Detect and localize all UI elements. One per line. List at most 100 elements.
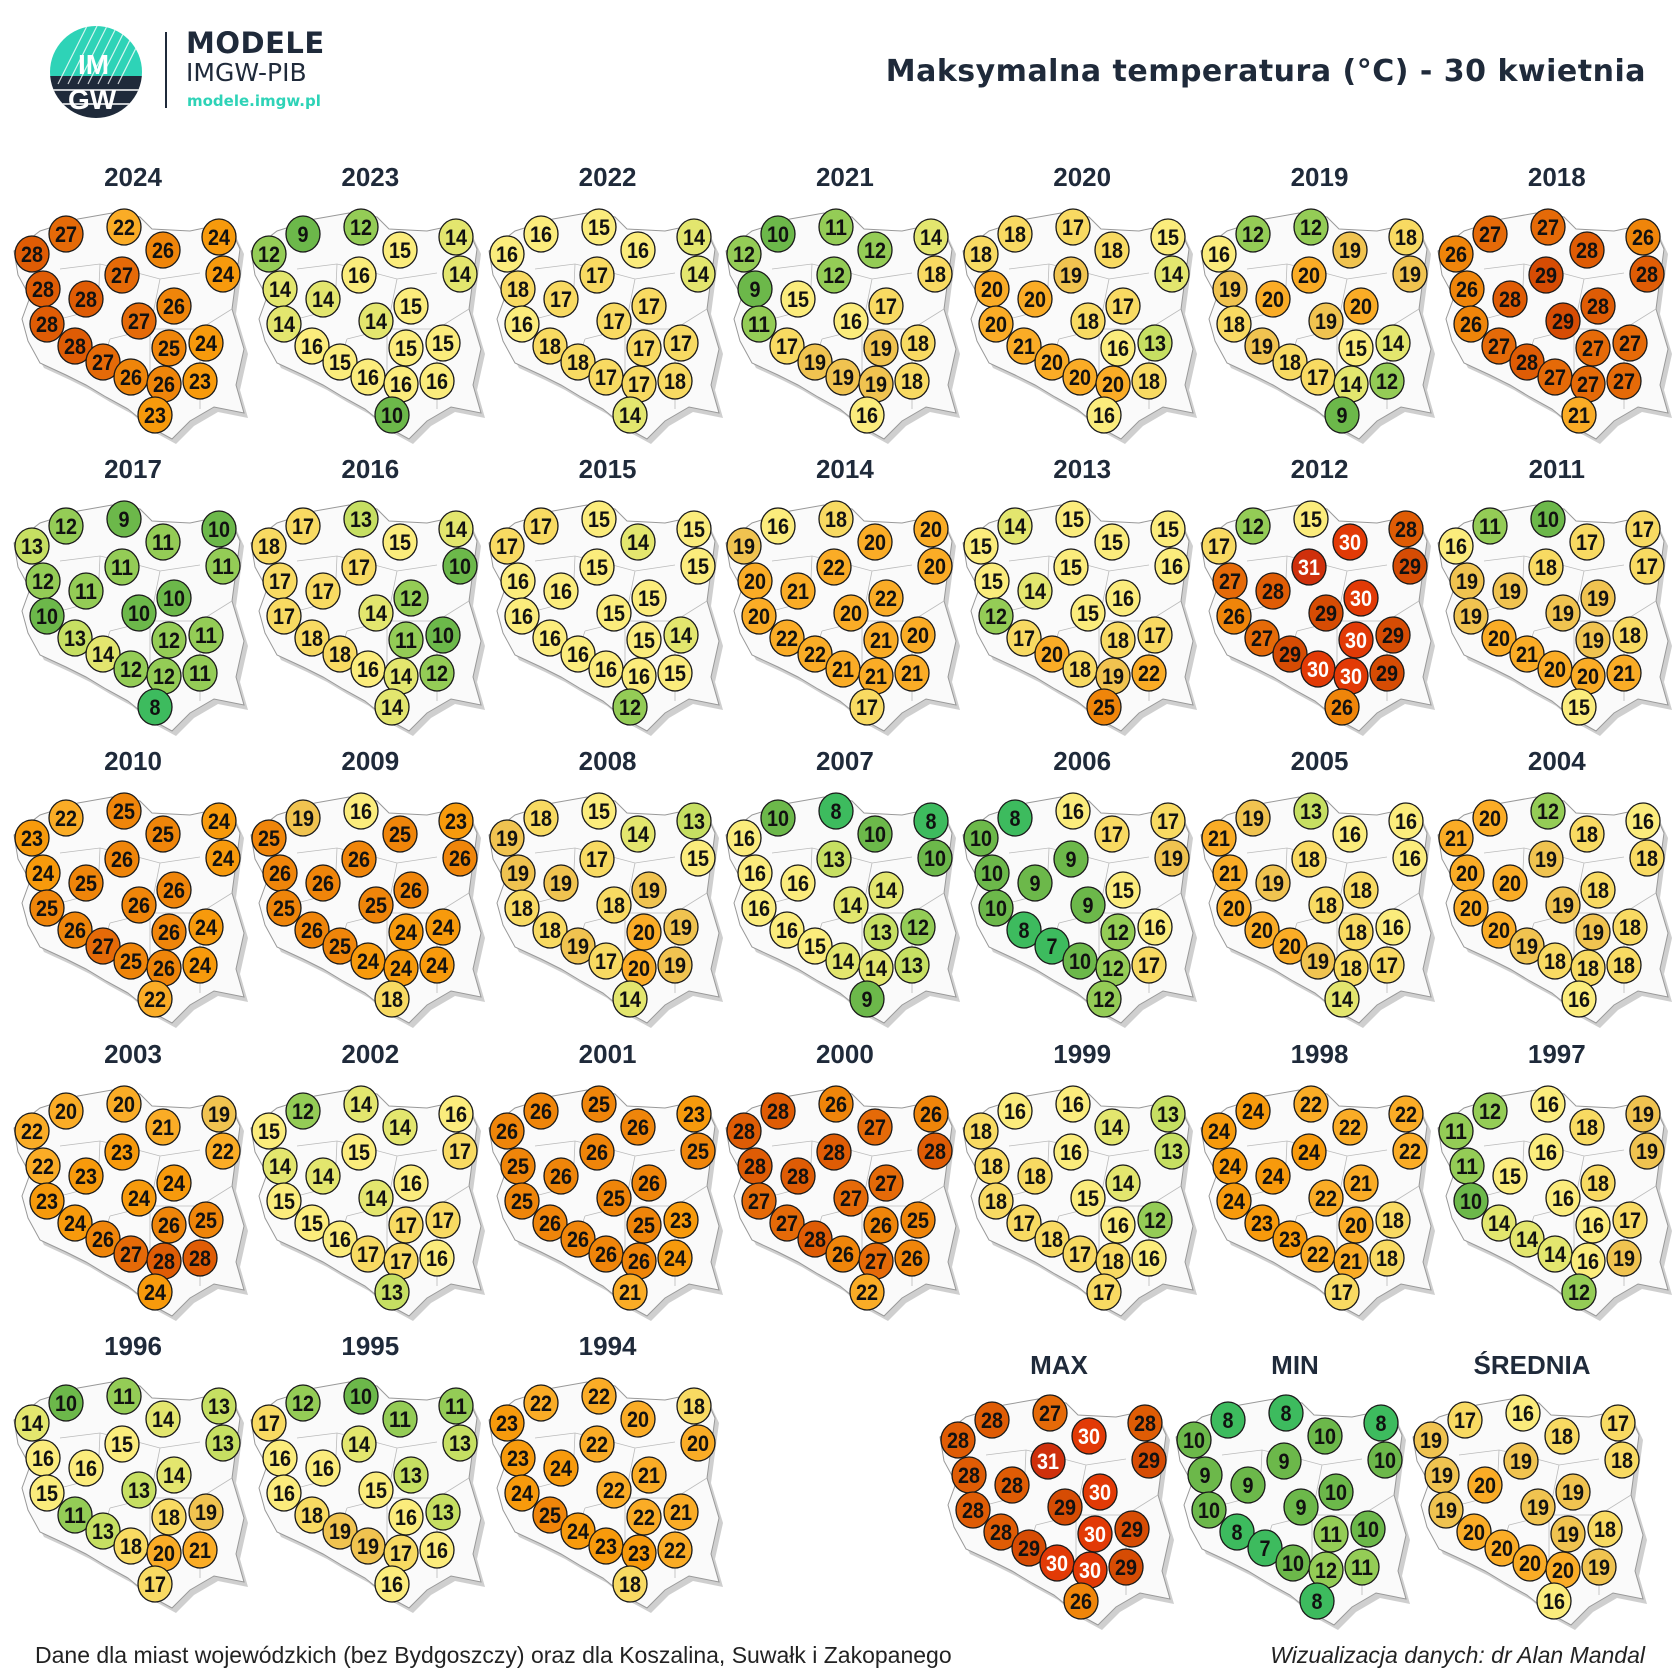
station-marker	[1323, 1272, 1360, 1311]
station-value: 21	[189, 1538, 211, 1563]
station-marker	[1604, 1441, 1640, 1479]
station-value: 25	[329, 934, 351, 959]
station-value: 28	[981, 1408, 1003, 1433]
station-marker	[156, 287, 192, 325]
station-value: 14	[1101, 1115, 1124, 1140]
station-marker	[1569, 231, 1605, 269]
station-value: 24	[1219, 1154, 1242, 1179]
station-marker	[488, 1404, 525, 1442]
map-title: 2006	[1053, 746, 1112, 777]
station-value: 19	[195, 1500, 217, 1525]
station-value: 18	[1544, 949, 1566, 974]
station-value: 25	[365, 893, 387, 918]
station-value: 18	[970, 242, 992, 267]
station-value: 10	[1198, 1498, 1220, 1523]
station-value: 14	[269, 1154, 292, 1179]
station-value: 24	[432, 915, 455, 940]
station-value: 30	[1340, 664, 1362, 689]
station-marker	[1071, 1417, 1107, 1455]
station-marker	[1509, 343, 1545, 381]
station-value: 17	[449, 1139, 471, 1164]
station-value: 19	[1339, 238, 1361, 263]
station-marker	[900, 1200, 936, 1239]
temperature-map-1994: 23 22 22 20 18 20 23 22 24 21 24 22 21 25 22 24 23 23 22 18	[475, 1377, 723, 1618]
station-value: 18	[981, 1154, 1003, 1179]
station-value: 28	[744, 1154, 766, 1179]
station-value: 23	[75, 1164, 97, 1189]
station-value: 13	[901, 953, 923, 978]
station-value: 15	[1077, 1186, 1099, 1211]
station-marker	[741, 597, 777, 635]
station-marker	[1447, 1401, 1483, 1439]
station-marker	[1234, 799, 1271, 838]
map-title: ŚREDNIA	[1473, 1350, 1591, 1380]
station-value: 17	[1632, 517, 1654, 542]
station-marker	[1063, 1582, 1099, 1620]
station-value: 12	[1315, 1558, 1337, 1583]
station-marker	[1606, 362, 1642, 400]
station-marker	[769, 1203, 805, 1242]
station-value: 10	[449, 554, 471, 579]
station-value: 15	[603, 601, 625, 626]
station-marker	[393, 1456, 429, 1494]
station-value: 14	[163, 1463, 186, 1488]
station-marker	[1453, 597, 1489, 635]
map-title: 1996	[104, 1330, 162, 1361]
station-value: 28	[990, 1520, 1012, 1545]
station-marker	[104, 840, 140, 879]
station-marker	[182, 1238, 218, 1277]
map-title: MAX	[1030, 1350, 1088, 1380]
station-marker	[1374, 616, 1411, 654]
station-value: 16	[75, 1456, 97, 1481]
station-marker	[797, 343, 833, 381]
station-marker	[656, 1238, 693, 1277]
station-value: 15	[389, 238, 411, 263]
station-value: 27	[748, 1189, 770, 1214]
station-marker	[182, 654, 218, 692]
station-marker	[1484, 1529, 1520, 1567]
station-marker	[531, 619, 568, 657]
station-marker	[48, 799, 84, 838]
station-value: 27	[865, 1249, 887, 1274]
station-marker	[1606, 1238, 1642, 1277]
station-value: 19	[1102, 664, 1124, 689]
station-value: 24	[357, 949, 380, 974]
station-value: 20	[985, 312, 1007, 337]
station-value: 18	[1611, 1448, 1633, 1473]
station-value: 15	[273, 1189, 295, 1214]
station-value: 14	[389, 1115, 412, 1140]
station-marker	[1368, 946, 1405, 985]
station-value: 24	[212, 262, 235, 287]
station-marker	[531, 1203, 568, 1242]
station-marker	[294, 619, 330, 657]
station-value: 16	[595, 657, 617, 682]
station-value: 12	[733, 242, 755, 267]
station-value: 24	[128, 1186, 151, 1211]
station-marker	[1176, 1421, 1212, 1459]
station-value: 13	[208, 1394, 230, 1419]
station-value: 11	[395, 628, 417, 653]
station-value: 18	[1315, 893, 1337, 918]
station-value: 13	[432, 1500, 454, 1525]
station-value: 14	[1516, 1227, 1539, 1252]
station-value: 26	[1632, 225, 1654, 250]
station-value: 15	[36, 1481, 58, 1506]
station-value: 17	[595, 365, 617, 390]
station-value: 26	[158, 1213, 180, 1238]
station-value: 14	[1112, 1171, 1135, 1196]
temperature-map-2006: 10 8 16 17 17 19 10 9 9 15 10 9 16 8 12 7 10 12 17 12	[949, 792, 1198, 1033]
station-value: 21	[1516, 642, 1538, 667]
station-value: 22	[1138, 661, 1160, 686]
station-marker	[619, 1107, 656, 1146]
station-marker	[913, 510, 949, 548]
station-value: 24	[195, 915, 218, 940]
station-marker	[1219, 1513, 1255, 1551]
station-value: 16	[381, 1572, 403, 1597]
station-value: 12	[1376, 369, 1398, 394]
station-marker	[1105, 579, 1141, 617]
station-value: 22	[1399, 1139, 1421, 1164]
station-marker	[1307, 302, 1344, 340]
station-marker	[1307, 1417, 1343, 1455]
station-value: 8	[830, 799, 841, 824]
station-value: 10	[1460, 1189, 1482, 1214]
